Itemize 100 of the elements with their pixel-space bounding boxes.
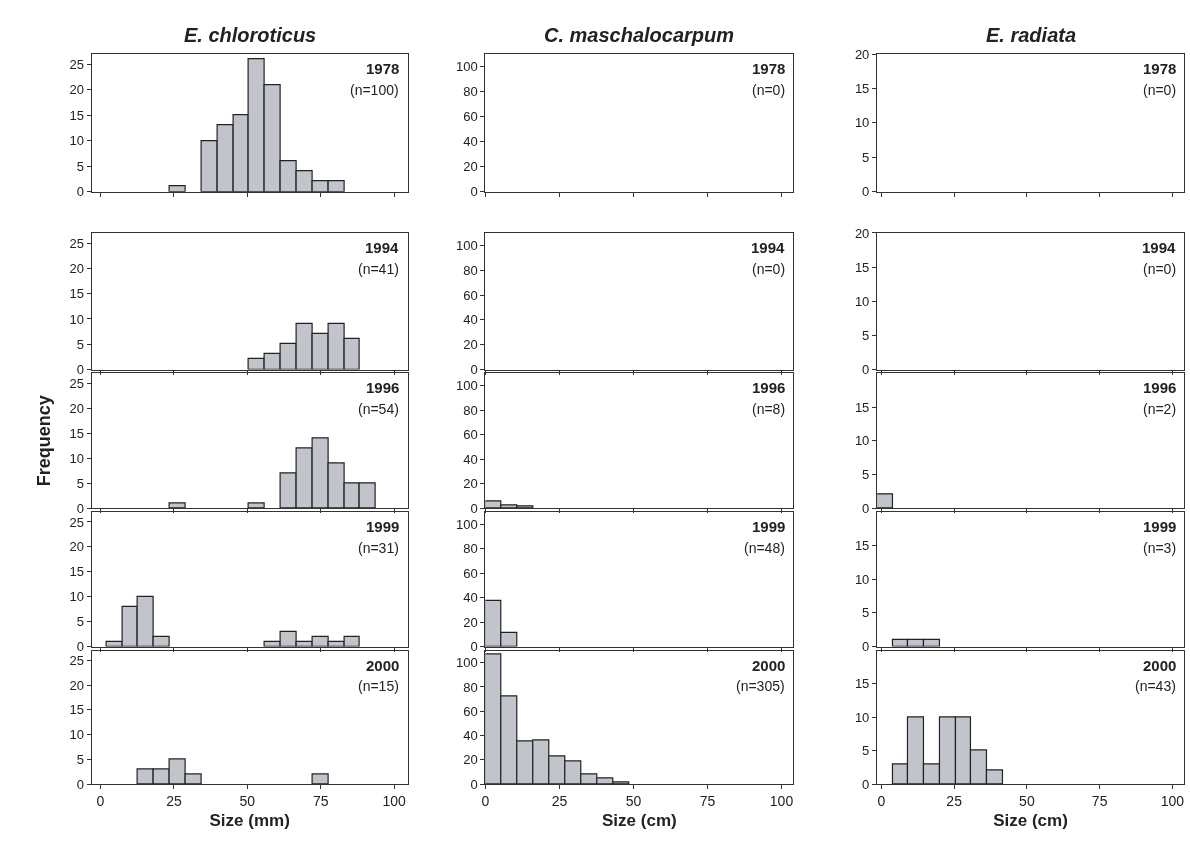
y-tick-label: 0	[862, 184, 870, 200]
y-tick-label: 40	[463, 590, 478, 606]
y-tick-label: 5	[862, 743, 870, 759]
y-tick-label: 100	[455, 59, 478, 75]
annotation: (n=0)	[1143, 82, 1177, 98]
y-tick-label: 15	[69, 425, 84, 441]
annotation: (n=54)	[358, 401, 399, 417]
x-axis-title: Size (mm)	[209, 811, 290, 831]
annotation: 1999	[752, 518, 786, 535]
x-tick-label: 75	[699, 793, 716, 810]
y-tick-label: 40	[463, 728, 478, 744]
annotation: 1978	[366, 60, 400, 77]
y-tick-label: 25	[69, 652, 84, 668]
annotation: 1996	[1143, 379, 1177, 396]
y-tick-label: 15	[69, 286, 84, 302]
y-tick-label: 0	[470, 776, 478, 792]
y-tick-label: 10	[69, 727, 84, 743]
y-tick-label: 0	[470, 184, 478, 200]
x-axis-title: Size (cm)	[993, 811, 1068, 831]
y-tick-label: 5	[862, 466, 870, 482]
x-tick-label: 0	[877, 793, 886, 810]
y-tick-label: 10	[69, 133, 84, 149]
chart-title: E. chloroticus	[184, 24, 317, 46]
annotation: 1996	[752, 379, 786, 396]
y-tick-label: 15	[854, 399, 870, 415]
y-tick-label: 80	[463, 402, 478, 418]
annotation: 1994	[1142, 239, 1177, 256]
x-tick-label: 25	[166, 793, 182, 810]
y-tick-label: 0	[76, 184, 84, 200]
chart-title: C. maschalocarpum	[544, 24, 735, 46]
y-tick-label: 80	[463, 679, 478, 695]
y-tick-label: 0	[470, 639, 478, 655]
y-tick-label: 0	[470, 362, 478, 378]
x-tick-label: 50	[239, 793, 256, 810]
annotation: (n=41)	[358, 261, 399, 277]
annotation: 1999	[1143, 518, 1177, 535]
y-tick-label: 20	[463, 159, 478, 175]
annotation: (n=48)	[744, 540, 785, 556]
annotation: (n=15)	[358, 678, 399, 694]
annotation: (n=2)	[1143, 401, 1177, 417]
annotation: (n=305)	[736, 678, 785, 694]
annotation: 1999	[366, 518, 400, 535]
x-tick-label: 75	[312, 793, 329, 810]
y-tick-label: 5	[76, 336, 84, 352]
annotation: 2000	[1143, 657, 1177, 674]
y-tick-label: 60	[463, 565, 478, 581]
y-tick-label: 10	[69, 311, 84, 327]
y-tick-label: 100	[455, 516, 478, 532]
y-tick-label: 15	[854, 676, 870, 692]
y-tick-label: 10	[69, 450, 84, 466]
x-tick-label: 0	[96, 793, 105, 810]
y-tick-label: 15	[854, 538, 870, 554]
x-tick-label: 25	[551, 793, 568, 810]
y-tick-label: 5	[862, 149, 870, 165]
chart-title: E. radiata	[986, 24, 1077, 46]
x-tick-label: 75	[1091, 793, 1108, 810]
y-tick-label: 60	[463, 109, 478, 125]
y-axis-title: Frequency	[33, 395, 54, 487]
y-tick-label: 10	[854, 433, 870, 449]
y-tick-label: 0	[76, 639, 84, 655]
x-tick-label: 100	[382, 793, 407, 810]
annotation: (n=100)	[350, 82, 399, 98]
y-tick-label: 80	[463, 84, 478, 100]
annotation: (n=3)	[1143, 540, 1177, 556]
annotation: 2000	[752, 657, 786, 674]
y-tick-label: 10	[854, 571, 870, 587]
y-tick-label: 40	[463, 451, 478, 467]
annotation: 1978	[1143, 60, 1177, 77]
y-tick-label: 25	[69, 375, 84, 391]
y-tick-label: 10	[854, 293, 870, 309]
y-tick-label: 0	[862, 500, 870, 516]
y-tick-label: 20	[69, 82, 84, 98]
y-tick-label: 15	[854, 81, 870, 97]
annotation: (n=0)	[1143, 261, 1177, 277]
y-tick-label: 20	[854, 225, 870, 241]
y-tick-label: 5	[862, 327, 870, 343]
annotation: (n=31)	[358, 540, 399, 556]
x-tick-label: 100	[1160, 793, 1185, 810]
y-tick-label: 15	[69, 564, 84, 580]
x-axis-title: Size (cm)	[602, 811, 677, 831]
y-tick-label: 20	[463, 337, 478, 353]
x-tick-label: 100	[769, 793, 794, 810]
y-tick-label: 0	[862, 776, 870, 792]
y-tick-label: 100	[455, 237, 478, 253]
y-tick-label: 0	[862, 362, 870, 378]
y-tick-label: 5	[76, 751, 84, 767]
y-tick-label: 20	[69, 677, 84, 693]
annotation: 1994	[751, 239, 786, 256]
annotation: 2000	[366, 657, 400, 674]
y-tick-label: 10	[69, 589, 84, 605]
x-tick-label: 50	[1019, 793, 1035, 810]
y-tick-label: 20	[463, 476, 478, 492]
y-tick-label: 60	[463, 703, 478, 719]
y-tick-label: 0	[76, 500, 84, 516]
y-tick-label: 5	[76, 158, 84, 174]
y-tick-label: 0	[76, 776, 84, 792]
annotation: (n=0)	[752, 82, 786, 98]
y-tick-label: 60	[463, 427, 478, 443]
y-tick-label: 5	[76, 475, 84, 491]
x-tick-label: 50	[625, 793, 642, 810]
